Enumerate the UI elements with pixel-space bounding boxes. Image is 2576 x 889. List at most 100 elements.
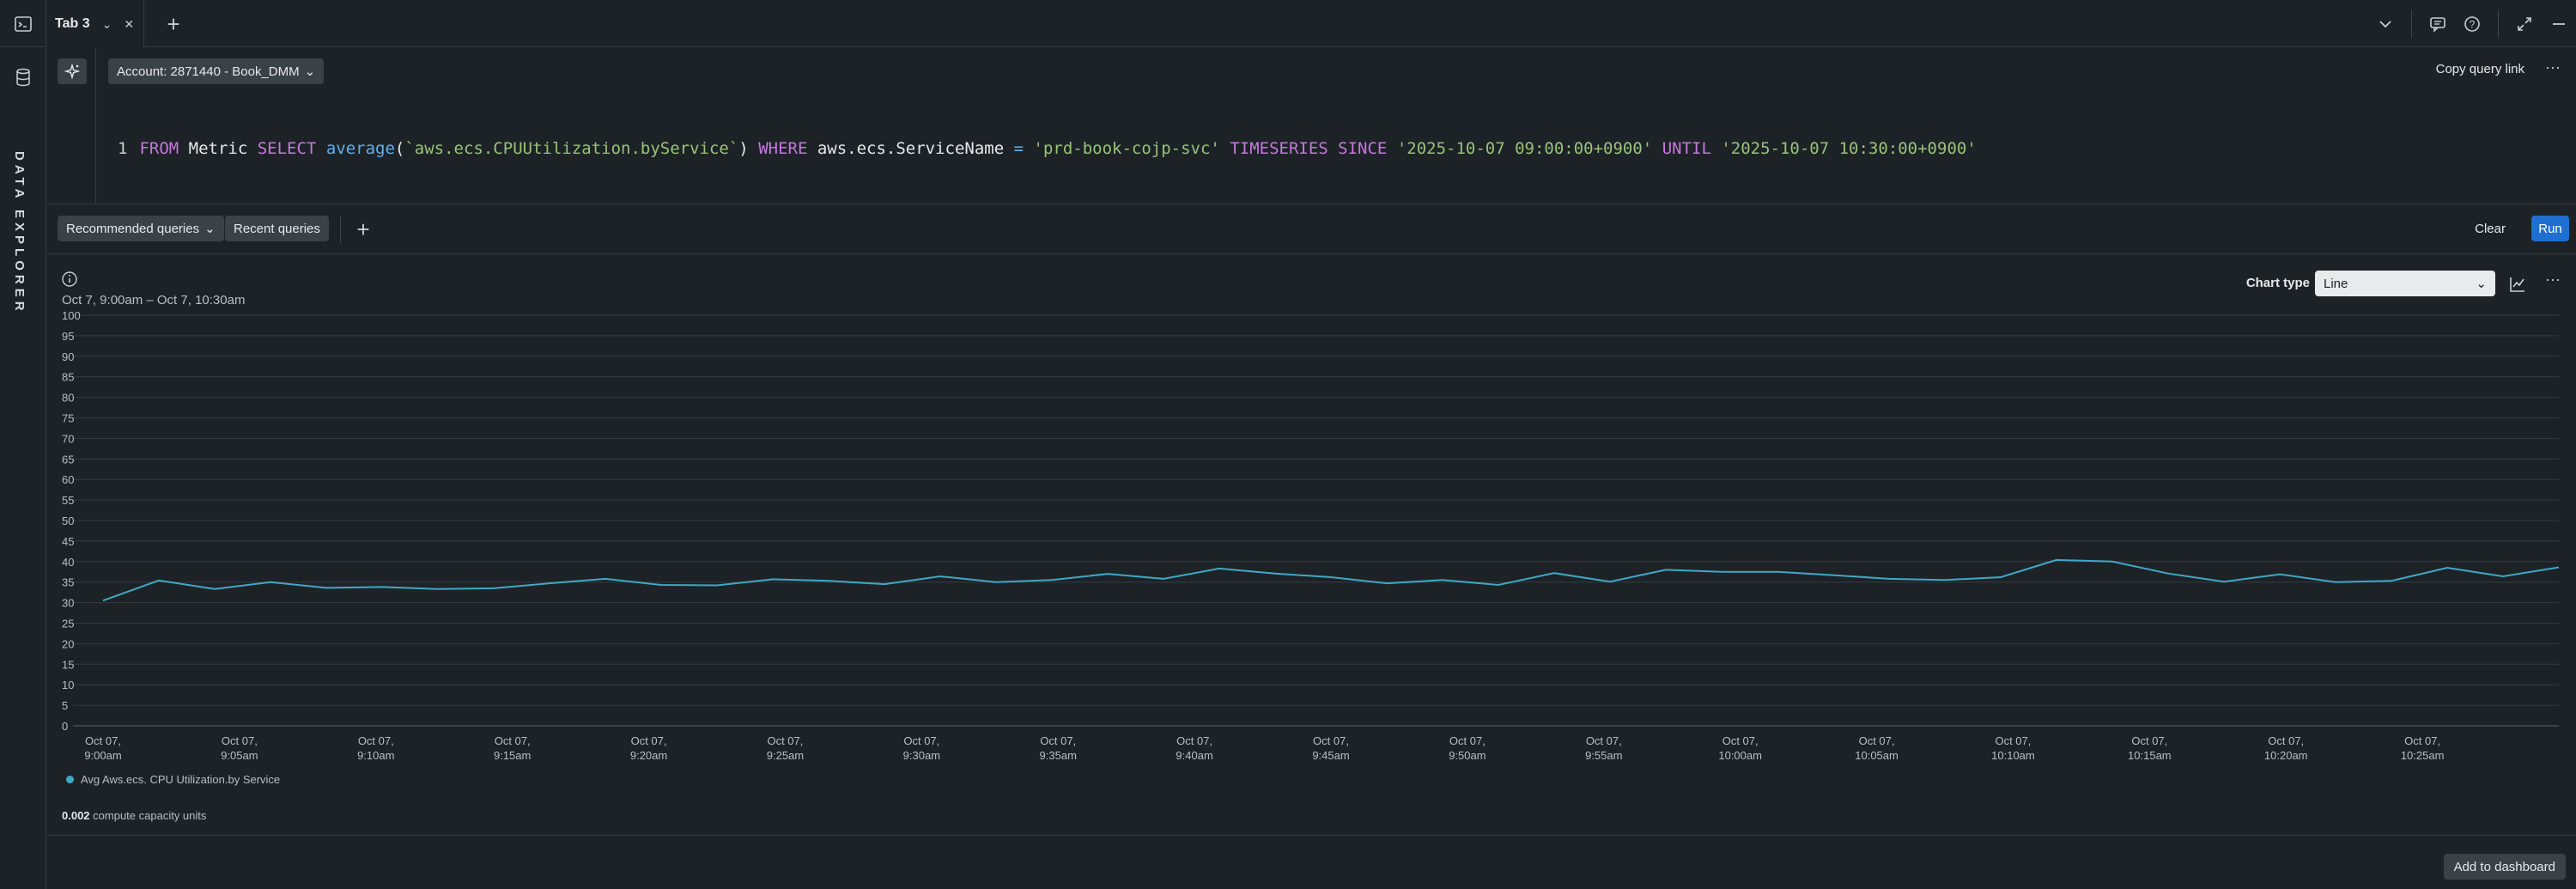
tab-3[interactable]: Tab 3 ⌄ ✕ bbox=[46, 0, 144, 48]
new-tab-button[interactable]: + bbox=[160, 10, 187, 38]
data-point[interactable] bbox=[157, 579, 161, 582]
database-button[interactable] bbox=[11, 65, 35, 89]
more-icon[interactable]: ··· bbox=[2545, 58, 2561, 76]
data-point[interactable] bbox=[1999, 575, 2002, 579]
chart-legend[interactable]: Avg Aws.ecs. CPU Utilization.by Service bbox=[66, 773, 280, 786]
data-point[interactable] bbox=[2222, 580, 2226, 583]
data-point[interactable] bbox=[2166, 572, 2170, 575]
expand-button[interactable] bbox=[2507, 7, 2542, 41]
data-point[interactable] bbox=[101, 599, 105, 602]
data-point[interactable] bbox=[1273, 572, 1277, 575]
x-tick-text: Oct 07, bbox=[1040, 734, 1076, 747]
data-point[interactable] bbox=[939, 575, 942, 578]
data-point[interactable] bbox=[1664, 568, 1668, 571]
query-token bbox=[1652, 139, 1662, 158]
y-tick-label: 15 bbox=[62, 658, 74, 671]
data-point[interactable] bbox=[1106, 572, 1109, 575]
data-point[interactable] bbox=[771, 577, 775, 581]
data-point[interactable] bbox=[269, 581, 272, 584]
data-point[interactable] bbox=[2334, 581, 2337, 584]
clear-button[interactable]: Clear bbox=[2475, 222, 2506, 236]
collapse-button[interactable] bbox=[2368, 7, 2403, 41]
copy-query-link[interactable]: Copy query link bbox=[2435, 62, 2524, 76]
data-point[interactable] bbox=[1385, 582, 1388, 585]
more-icon[interactable]: ··· bbox=[2545, 271, 2561, 288]
chevron-down-icon[interactable]: ⌄ bbox=[101, 16, 112, 31]
run-button[interactable]: Run bbox=[2531, 216, 2569, 241]
account-selector[interactable]: Account: 2871440 - Book_DMM ⌄ bbox=[108, 58, 325, 84]
top-bar: Tab 3 ⌄ ✕ + ? bbox=[0, 0, 2576, 48]
data-explorer-label: DATA EXPLORER bbox=[12, 151, 27, 315]
data-point[interactable] bbox=[213, 588, 216, 591]
data-point[interactable] bbox=[1497, 583, 1500, 587]
data-point[interactable] bbox=[994, 581, 998, 584]
terminal-icon bbox=[14, 15, 32, 32]
data-point[interactable] bbox=[2278, 573, 2281, 576]
x-tick-text: Oct 07, bbox=[222, 734, 258, 747]
add-to-dashboard-button[interactable]: Add to dashboard bbox=[2443, 854, 2566, 880]
plus-icon: + bbox=[356, 216, 370, 242]
tab-label: Tab 3 bbox=[55, 16, 90, 31]
add-query-button[interactable]: + bbox=[349, 216, 377, 243]
recent-queries-button[interactable]: Recent queries bbox=[225, 216, 329, 241]
data-point[interactable] bbox=[1050, 578, 1054, 582]
data-point[interactable] bbox=[1776, 570, 1779, 574]
chevron-down-icon: ⌄ bbox=[204, 222, 216, 236]
svg-text:?: ? bbox=[2470, 18, 2476, 30]
data-point[interactable] bbox=[604, 577, 607, 581]
data-point[interactable] bbox=[380, 585, 384, 588]
data-point[interactable] bbox=[1441, 578, 1444, 582]
editor-gutter bbox=[95, 48, 96, 204]
data-point[interactable] bbox=[1887, 577, 1891, 581]
chart-settings-icon[interactable] bbox=[2507, 274, 2528, 295]
x-tick-text: 9:10am bbox=[357, 749, 394, 762]
data-point[interactable] bbox=[548, 582, 551, 585]
data-point[interactable] bbox=[1162, 577, 1165, 581]
data-point[interactable] bbox=[827, 579, 830, 582]
query-token: TIMESERIES bbox=[1230, 139, 1328, 158]
recommended-queries-button[interactable]: Recommended queries ⌄ bbox=[58, 216, 224, 241]
data-point[interactable] bbox=[436, 588, 440, 591]
data-point[interactable] bbox=[1943, 578, 1947, 582]
data-point[interactable] bbox=[1218, 567, 1221, 570]
data-point[interactable] bbox=[2055, 558, 2058, 562]
query-token bbox=[316, 139, 325, 158]
help-button[interactable]: ? bbox=[2455, 7, 2489, 41]
y-tick-label: 90 bbox=[62, 350, 74, 363]
data-point[interactable] bbox=[2390, 579, 2393, 582]
ai-assist-button[interactable] bbox=[58, 58, 87, 84]
feedback-button[interactable] bbox=[2421, 7, 2455, 41]
console-button[interactable] bbox=[0, 0, 46, 47]
data-point[interactable] bbox=[1832, 574, 1835, 577]
x-tick-label: Oct 07, 10:20am bbox=[2264, 734, 2308, 762]
data-point[interactable] bbox=[2557, 565, 2561, 569]
query-token: FROM bbox=[139, 139, 179, 158]
query-toolbar: Recommended queries ⌄ Recent queries + C… bbox=[47, 205, 2576, 254]
x-tick-text: Oct 07, bbox=[1859, 734, 1895, 747]
query-code[interactable]: 1 FROM Metric SELECT average(`aws.ecs.CPU… bbox=[118, 139, 1977, 158]
ccu-value: 0.002 bbox=[62, 809, 90, 822]
data-point[interactable] bbox=[2445, 566, 2449, 569]
data-point[interactable] bbox=[1329, 575, 1333, 579]
x-tick-label: Oct 07, 10:10am bbox=[1991, 734, 2035, 762]
y-tick-label: 25 bbox=[62, 618, 74, 630]
chart-type-select[interactable]: Line ⌄ bbox=[2315, 271, 2495, 296]
data-point[interactable] bbox=[1552, 571, 1556, 575]
x-tick-text: Oct 07, bbox=[1586, 734, 1622, 747]
data-point[interactable] bbox=[659, 583, 663, 587]
sparkle-icon bbox=[64, 63, 81, 80]
data-point[interactable] bbox=[2111, 560, 2114, 563]
data-point[interactable] bbox=[883, 582, 886, 586]
minimize-button[interactable] bbox=[2542, 7, 2576, 41]
series-line[interactable] bbox=[102, 558, 2560, 602]
data-point[interactable] bbox=[1608, 580, 1612, 583]
data-point[interactable] bbox=[492, 587, 495, 590]
x-tick-text: Oct 07, bbox=[85, 734, 121, 747]
close-icon[interactable]: ✕ bbox=[124, 16, 135, 31]
data-point[interactable] bbox=[715, 584, 719, 588]
info-icon[interactable] bbox=[61, 271, 78, 288]
query-token: UNTIL bbox=[1662, 139, 1711, 158]
data-point[interactable] bbox=[2501, 575, 2505, 578]
data-point[interactable] bbox=[1720, 570, 1723, 574]
data-point[interactable] bbox=[325, 586, 328, 589]
